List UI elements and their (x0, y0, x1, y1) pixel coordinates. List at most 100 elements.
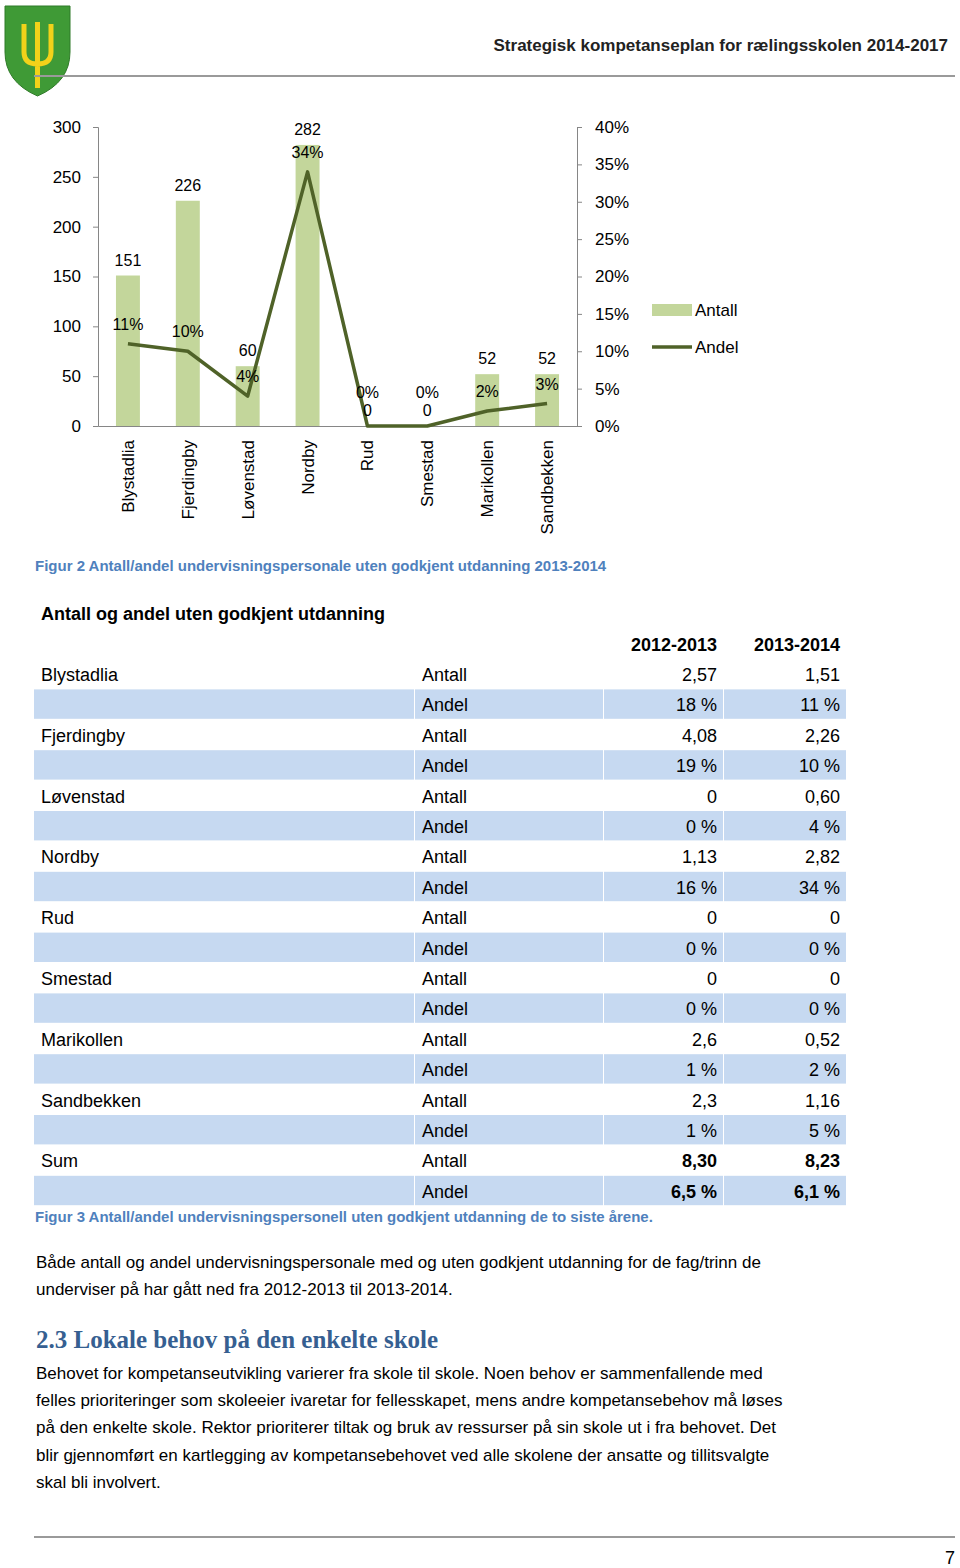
data-labels: 1512266028200525211%10%4%34%0%0%2%3% (113, 121, 559, 419)
row-band (604, 689, 723, 718)
tick: 25% (577, 230, 629, 249)
cell: 1 % (686, 1121, 717, 1141)
data-label: 11% (113, 316, 144, 333)
cell: 18 % (676, 695, 717, 715)
cell: 0 % (686, 999, 717, 1019)
cell: 1,13 (682, 847, 717, 867)
tick: Fjerdingby (179, 426, 198, 519)
cell: 1 % (686, 1060, 717, 1080)
row-label: Andel (422, 1060, 468, 1080)
tick: 0 (72, 417, 98, 436)
tick-label: 40% (595, 118, 629, 137)
tick: 35% (577, 155, 629, 174)
paragraph-line: på den enkelte skole. Rektor prioriterer… (36, 1418, 776, 1437)
cell: 16 % (676, 878, 717, 898)
row-band (415, 811, 603, 840)
cell: 2,57 (682, 665, 717, 685)
tick-mark (577, 389, 582, 390)
paragraph-line: Både antall og andel undervisningsperson… (36, 1253, 761, 1272)
cell: 2,3 (692, 1091, 717, 1111)
tick-label: 35% (595, 155, 629, 174)
row-band (34, 1054, 414, 1083)
tick-label: 250 (53, 168, 81, 187)
row-label: Antall (422, 908, 467, 928)
cell: 0 % (686, 817, 717, 837)
row-band (724, 993, 846, 1022)
row-band (34, 993, 414, 1022)
logo-shield (5, 6, 70, 96)
bar (535, 374, 559, 426)
legend-swatch (652, 304, 692, 316)
tick: 150 (53, 267, 98, 286)
cell: 8,23 (805, 1151, 840, 1171)
category-label: Marikollen (478, 440, 497, 517)
row-label: Andel (422, 695, 468, 715)
tick-label: 50 (62, 367, 81, 386)
tick: 250 (53, 168, 98, 187)
category-label: Fjerdingby (179, 440, 198, 520)
tick-mark (577, 351, 582, 352)
cell: 0 (830, 969, 840, 989)
chart: 0501001502002503000%5%10%15%20%25%30%35%… (53, 118, 739, 535)
row-name: Sandbekken (41, 1091, 141, 1111)
category-label: Sandbekken (538, 440, 557, 535)
tick-mark (93, 227, 98, 228)
data-label: 52 (538, 350, 556, 367)
row-name: Løvenstad (41, 787, 125, 807)
tick: 10% (577, 342, 629, 361)
row-label: Andel (422, 1121, 468, 1141)
row-band (724, 933, 846, 962)
tick-label: 10% (595, 342, 629, 361)
row-band (604, 993, 723, 1022)
cell: 6,1 % (794, 1182, 840, 1202)
row-band (604, 811, 723, 840)
row-band (415, 1054, 603, 1083)
data-label: 0% (416, 384, 439, 401)
tick: 15% (577, 305, 629, 324)
figure-caption: Figur 2 Antall/andel undervisningsperson… (35, 557, 607, 574)
cell: 0 (707, 908, 717, 928)
tick: Marikollen (478, 426, 497, 517)
marks (116, 145, 559, 426)
cell: 0 % (809, 939, 840, 959)
row-band (415, 689, 603, 718)
row-band (604, 933, 723, 962)
row-label: Antall (422, 1030, 467, 1050)
paragraph-line: blir gjennomført en kartlegging av kompe… (36, 1446, 769, 1465)
data-label: 3% (536, 376, 559, 393)
data-label: 52 (478, 350, 496, 367)
axis-line (93, 128, 99, 427)
logo-trident (24, 22, 51, 88)
row-band (724, 1115, 846, 1144)
tick-label: 100 (53, 317, 81, 336)
tick: 50 (62, 367, 98, 386)
tick-mark (577, 202, 582, 203)
legend-label: Andel (695, 338, 738, 357)
axis-line (578, 128, 583, 427)
tick: 300 (53, 118, 98, 137)
row-band (415, 993, 603, 1022)
footer-rule (34, 1536, 955, 1538)
row-band (415, 872, 603, 901)
tick: 40% (577, 118, 629, 137)
tick-mark (577, 164, 582, 165)
tick-label: 150 (53, 267, 81, 286)
tick: Rud (358, 426, 377, 471)
page: Strategisk kompetanseplan for rælingssko… (0, 0, 960, 1568)
data-label: 2% (476, 383, 499, 400)
bar (296, 145, 320, 426)
tick-mark (93, 127, 98, 128)
tick-label: 30% (595, 193, 629, 212)
row-band (415, 1115, 603, 1144)
page-number: 7 (945, 1548, 955, 1568)
row-band (724, 1176, 846, 1205)
tick: 20% (577, 267, 629, 286)
tick-mark (577, 277, 582, 278)
logo (5, 6, 70, 96)
row-name: Fjerdingby (41, 726, 125, 746)
row-label: Antall (422, 847, 467, 867)
row-label: Andel (422, 756, 468, 776)
row-name: Smestad (41, 969, 112, 989)
cell: 34 % (799, 878, 840, 898)
tick-label: 300 (53, 118, 81, 137)
